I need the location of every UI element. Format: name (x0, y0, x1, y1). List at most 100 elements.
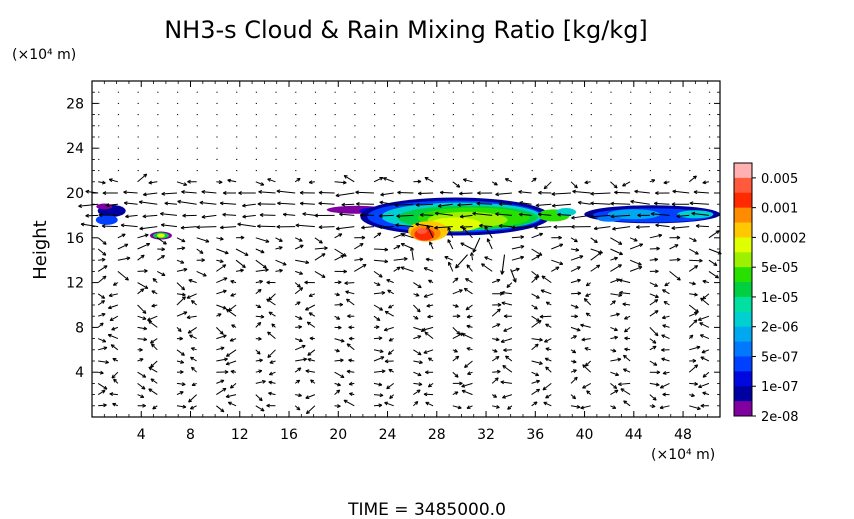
wind-vector (472, 211, 493, 216)
wind-vector (142, 214, 158, 219)
wind-vector (109, 315, 119, 322)
cloud-field (95, 197, 721, 242)
wind-vector (259, 213, 276, 217)
colorbar-label: 0.0002 (761, 231, 807, 246)
wind-vector (452, 181, 461, 188)
wind-vector (97, 248, 107, 256)
wind-vector (98, 360, 109, 365)
wind-vector (610, 335, 618, 340)
wind-vector (110, 344, 119, 351)
wind-vector (388, 304, 394, 309)
colorbar-swatch (734, 296, 752, 313)
wind-vector (427, 382, 434, 388)
wind-vector (461, 382, 473, 388)
wind-vector (693, 190, 709, 195)
wind-vector (401, 233, 414, 239)
wind-vector (294, 282, 301, 288)
wind-vector (624, 315, 631, 320)
time-label: TIME = 3485000.0 (347, 500, 506, 519)
wind-vector-strong (455, 254, 468, 269)
wind-vector (452, 327, 461, 335)
wind-vector (423, 349, 434, 354)
x-tick-label: 32 (477, 427, 495, 443)
wind-vector (258, 189, 276, 194)
wind-vector (191, 366, 198, 373)
wind-vector (314, 253, 326, 261)
wind-vector (177, 199, 197, 205)
wind-vector (105, 203, 118, 208)
wind-vector (623, 400, 631, 407)
wind-vector (355, 190, 375, 195)
wind-vector (393, 266, 401, 272)
wind-vector (334, 371, 345, 379)
wind-vector (518, 190, 532, 194)
wind-vector (541, 275, 552, 284)
wind-vector (334, 348, 340, 353)
wind-vector (649, 370, 661, 375)
wind-vector (97, 265, 108, 272)
wind-vector (275, 246, 283, 250)
wind-vector (531, 293, 540, 299)
wind-vector (334, 292, 340, 297)
wind-vector (702, 371, 710, 378)
wind-vector (630, 199, 650, 205)
wind-vector (689, 292, 698, 297)
wind-vector (335, 226, 355, 231)
cloud-main-right-inner (556, 208, 577, 217)
colorbar-swatch (734, 267, 752, 283)
wind-vector (97, 322, 104, 328)
wind-vector (151, 343, 158, 351)
wind-vector (176, 391, 184, 396)
wind-vector (413, 282, 422, 289)
wind-vector (688, 175, 697, 183)
wind-vector (137, 288, 145, 295)
wind-vector (266, 403, 276, 408)
wind-vector (294, 344, 306, 351)
wind-vector (216, 346, 225, 351)
wind-vector (590, 201, 611, 206)
wind-vector (419, 212, 434, 217)
wind-vector (373, 290, 386, 295)
wind-vector (531, 379, 540, 384)
wind-vector (570, 369, 577, 373)
wind-vector (294, 315, 303, 320)
wind-vector (469, 252, 474, 261)
wind-vector (216, 379, 225, 384)
colorbar-label: 2e-06 (761, 321, 799, 336)
colorbar-swatch (734, 341, 752, 357)
wind-vector-strong (500, 254, 506, 275)
wind-vector (384, 310, 394, 317)
wind-vector (295, 338, 303, 343)
wind-vector (308, 312, 316, 317)
wind-vector (294, 177, 301, 183)
x-tick-label: 24 (379, 427, 397, 443)
wind-vector (426, 303, 434, 308)
wind-vector (216, 277, 228, 284)
wind-vector (359, 213, 374, 218)
wind-vector (354, 243, 364, 250)
wind-vector (181, 190, 197, 194)
wind-vector (222, 190, 237, 195)
wind-vector (216, 313, 222, 317)
wind-vector (543, 401, 552, 407)
wind-vector (610, 312, 620, 317)
colorbar-swatch (734, 222, 752, 238)
wind-vector (354, 235, 366, 240)
x-tick-label: 40 (576, 427, 594, 443)
wind-vector (373, 356, 385, 362)
wind-vector (669, 271, 681, 281)
wind-vector (216, 264, 227, 272)
wind-vector (117, 256, 131, 261)
wind-vector (586, 390, 592, 395)
wind-vector (101, 224, 118, 229)
colorbar-frame (733, 162, 753, 417)
wind-vector (610, 348, 617, 353)
wind-vector (255, 349, 261, 355)
wind-vector (503, 348, 512, 353)
colorbar-swatch (734, 192, 752, 209)
wind-vector (491, 394, 498, 398)
wind-vector (267, 331, 276, 339)
wind-vector (501, 301, 513, 306)
wind-vector (452, 371, 459, 378)
wind-vector (570, 359, 577, 364)
